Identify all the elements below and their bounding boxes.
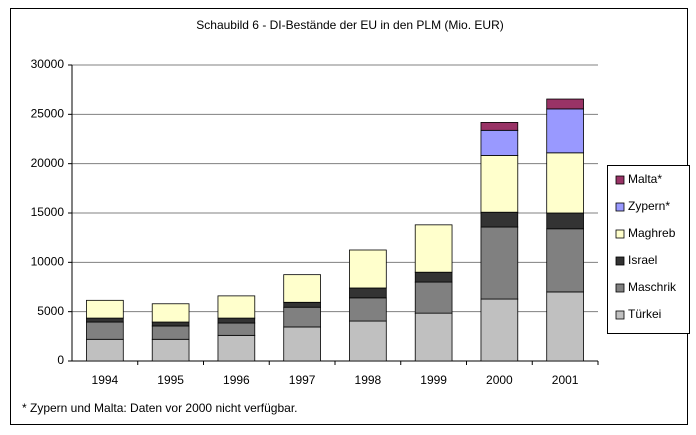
legend-swatch [615, 202, 625, 212]
bar-segment [349, 287, 387, 299]
bar-segment [546, 228, 584, 293]
x-tick-label: 1996 [223, 373, 250, 387]
bar-segment [86, 321, 124, 340]
y-tick-label: 5000 [37, 304, 64, 318]
bar-segment [86, 299, 124, 319]
bar-segment [86, 317, 124, 323]
chart-frame [10, 8, 688, 425]
bar-segment [283, 306, 321, 328]
y-tick-label: 10000 [31, 255, 65, 269]
y-tick-label: 0 [57, 353, 64, 367]
bar-segment [546, 291, 584, 362]
bar-segment [151, 325, 190, 340]
bar-segment [414, 281, 453, 314]
bar-segment [217, 295, 256, 319]
bar-segment [217, 334, 256, 362]
bar-segment [349, 297, 387, 322]
y-tick-label: 20000 [31, 156, 65, 170]
legend-swatch [615, 283, 625, 293]
legend-swatch [615, 229, 625, 239]
legend-swatch [615, 175, 625, 185]
bar-segment [546, 108, 584, 154]
y-tick-label: 25000 [31, 107, 65, 121]
bar-segment [283, 301, 321, 308]
bar-segment [414, 312, 453, 362]
legend-label: Türkei [628, 307, 661, 321]
bar-segment [151, 321, 190, 327]
bar-segment [546, 212, 584, 230]
bar-segment [546, 152, 584, 214]
bar-segment [217, 322, 256, 336]
bar-segment [414, 271, 453, 283]
x-tick-label: 1994 [92, 373, 119, 387]
bar-segment [349, 249, 387, 289]
legend-label: Israel [628, 253, 657, 267]
x-tick-label: 2000 [486, 373, 513, 387]
chart-title: Schaubild 6 - DI-Bestände der EU in den … [196, 18, 503, 32]
legend-label: Malta* [628, 172, 662, 186]
x-tick-label: 1995 [157, 373, 184, 387]
x-tick-label: 1998 [355, 373, 382, 387]
y-tick-label: 15000 [31, 205, 65, 219]
y-tick-label: 30000 [31, 57, 65, 71]
x-tick-label: 2001 [552, 373, 579, 387]
legend-frame [607, 165, 690, 334]
bar-segment [151, 303, 190, 323]
x-tick-label: 1999 [420, 373, 447, 387]
legend-swatch [615, 310, 625, 320]
bar-segment [414, 224, 453, 273]
footnote: * Zypern und Malta: Daten vor 2000 nicht… [22, 401, 298, 415]
legend-swatch [615, 256, 625, 266]
bar-segment [480, 226, 519, 300]
bar-segment [349, 320, 387, 362]
x-tick-label: 1997 [289, 373, 316, 387]
bar-segment [151, 338, 190, 362]
legend-label: Maghreb [628, 226, 676, 240]
legend-label: Zypern* [628, 199, 670, 213]
bar-segment [217, 317, 256, 324]
bar-segment [283, 326, 321, 362]
bar-segment [480, 122, 519, 131]
bar-segment [86, 338, 124, 362]
bar-segment [546, 98, 584, 110]
bar-segment [480, 298, 519, 362]
bar-segment [480, 155, 519, 213]
bar-segment [283, 274, 321, 303]
legend-label: Maschrik [628, 280, 677, 294]
bar-segment [480, 129, 519, 156]
bar-segment [480, 211, 519, 228]
